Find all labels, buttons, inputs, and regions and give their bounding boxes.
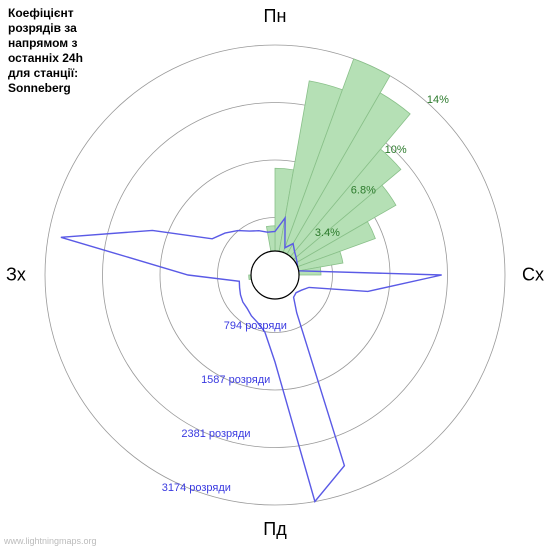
discharge-ring-label: 1587 розряди xyxy=(201,374,270,386)
percent-ring-label: 10% xyxy=(385,144,407,156)
cardinal-south: Пд xyxy=(263,519,286,540)
source-watermark: www.lightningmaps.org xyxy=(4,536,97,546)
discharge-ring-label: 2381 розряди xyxy=(181,428,250,440)
center-hole xyxy=(251,251,299,299)
direction-percent-wedge xyxy=(266,226,275,252)
cardinal-west: Зх xyxy=(6,265,26,286)
cardinal-north: Пн xyxy=(264,6,287,27)
cardinal-east: Сх xyxy=(522,265,544,286)
percent-ring-label: 3.4% xyxy=(315,227,340,239)
chart-title: Коефіцієнт розрядів за напрямом з останн… xyxy=(8,6,83,96)
discharge-ring-label: 794 розряди xyxy=(224,320,287,332)
discharge-ring-label: 3174 розряди xyxy=(162,482,231,494)
discharge-count-line xyxy=(61,218,442,502)
percent-ring-label: 14% xyxy=(427,94,449,106)
percent-ring-label: 6.8% xyxy=(351,184,376,196)
